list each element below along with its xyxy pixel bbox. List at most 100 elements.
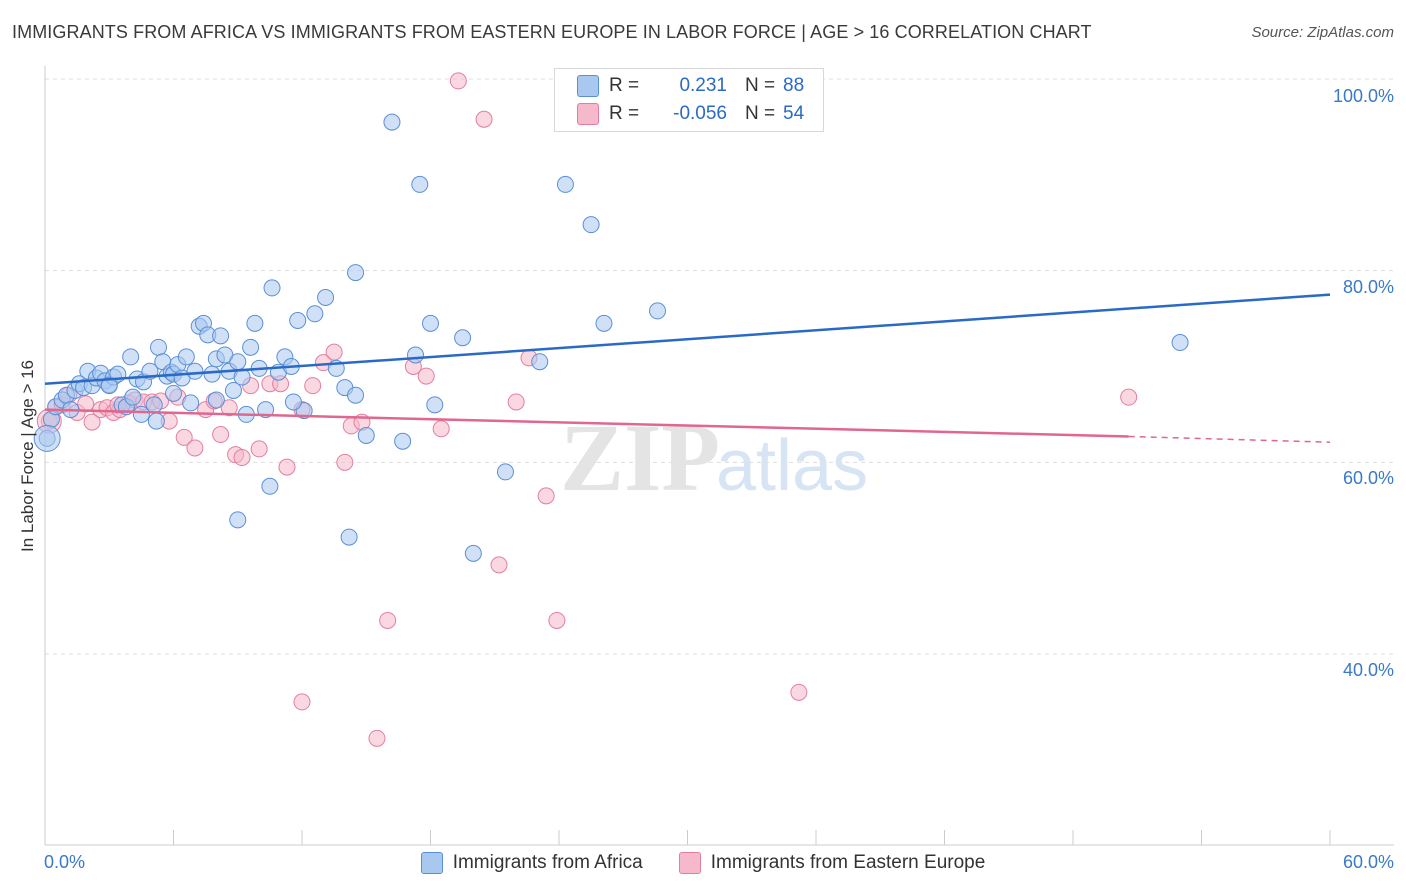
africa-point (203, 365, 221, 383)
africa-n-value: 88 (783, 75, 805, 96)
africa-point (1171, 334, 1189, 352)
africa-point (426, 396, 444, 414)
africa-point-large (33, 424, 61, 452)
stats-legend: R = 0.231 N = 88 R = -0.056 N = 54 (554, 68, 824, 132)
africa-point (242, 338, 260, 356)
watermark-zip: ZIP (560, 404, 720, 511)
africa-point (186, 362, 204, 380)
x-tick-max: 60.0% (1342, 852, 1394, 872)
africa-point (464, 544, 482, 562)
africa-point (145, 396, 163, 414)
y-tick-60: 60.0% (1342, 468, 1394, 488)
africa-point (340, 528, 358, 546)
ee-r-label: R = (609, 103, 640, 124)
y-axis-label: In Labor Force | Age > 16 (18, 359, 37, 553)
africa-point (347, 386, 365, 404)
africa-point (100, 377, 118, 395)
africa-point (394, 432, 412, 450)
ee-trend-line (44, 408, 1129, 438)
ee-point (432, 420, 450, 438)
series-africa (33, 113, 1189, 562)
ee-point (379, 611, 397, 629)
y-tick-80: 80.0% (1342, 277, 1394, 297)
legend-item-eastern-europe[interactable]: Immigrants from Eastern Europe (678, 852, 986, 874)
ee-point (790, 683, 808, 701)
africa-point (182, 394, 200, 412)
ee-point (325, 343, 343, 361)
africa-point (229, 511, 247, 529)
ee-point (368, 729, 386, 747)
chart-title: IMMIGRANTS FROM AFRICA VS IMMIGRANTS FRO… (12, 22, 1092, 42)
ee-point (336, 453, 354, 471)
ee-point (304, 377, 322, 395)
africa-point (150, 338, 168, 356)
africa-point (165, 384, 182, 402)
y-tick-100: 100.0% (1332, 86, 1394, 106)
africa-r-value: 0.231 (679, 75, 727, 96)
legend-row-eastern-europe: R = -0.056 N = 54 (577, 101, 804, 127)
legend-item-africa[interactable]: Immigrants from Africa (420, 852, 643, 874)
africa-point (261, 477, 279, 495)
legend-africa-swatch (420, 852, 443, 874)
ee-point (186, 439, 204, 457)
africa-point (422, 314, 439, 332)
africa-point (531, 353, 549, 371)
africa-point (147, 412, 165, 430)
ee-point (1120, 388, 1138, 406)
trend-lines (44, 293, 1331, 443)
ee-point (233, 449, 251, 467)
ee-point (175, 428, 193, 446)
africa-n-label: N = (745, 75, 776, 96)
ee-point (475, 110, 493, 128)
ee-point (220, 399, 238, 417)
ee-point (548, 611, 566, 629)
africa-point (454, 329, 472, 347)
y-tick-40: 40.0% (1342, 660, 1394, 680)
legend-ee-swatch (678, 852, 701, 874)
africa-point (289, 312, 307, 329)
africa-trend-line (44, 293, 1331, 385)
africa-point (124, 388, 142, 406)
series-legend: Immigrants from Africa Immigrants from E… (0, 852, 1406, 874)
africa-point (496, 463, 514, 481)
x-tick-min: 0.0% (44, 852, 86, 872)
africa-point (257, 401, 275, 419)
ee-point (417, 367, 435, 385)
ee-point (212, 426, 230, 444)
axes (44, 66, 1394, 846)
africa-point (212, 327, 230, 345)
africa-point (317, 289, 335, 306)
africa-point (595, 314, 613, 332)
africa-point (132, 405, 150, 423)
africa-point (347, 264, 365, 282)
africa-point (357, 427, 375, 444)
africa-point (411, 175, 429, 193)
legend-africa-label: Immigrants from Africa (452, 852, 643, 873)
ee-point (278, 458, 296, 476)
africa-point (306, 305, 324, 323)
ee-trend-extension (1128, 435, 1331, 443)
source-label: Source: ZipAtlas.com (1251, 24, 1394, 41)
legend-row-africa: R = 0.231 N = 88 (577, 73, 804, 99)
gridlines (45, 78, 1394, 655)
ee-point (293, 693, 311, 711)
africa-point (383, 113, 401, 131)
legend-ee-label: Immigrants from Eastern Europe (710, 852, 986, 873)
ee-n-label: N = (745, 103, 776, 124)
africa-point (246, 314, 264, 332)
africa-point (284, 393, 302, 411)
africa-point (263, 279, 281, 297)
ee-point (490, 556, 508, 574)
ee-n-value: 54 (783, 103, 805, 124)
africa-point (177, 348, 195, 366)
ee-point (83, 413, 101, 431)
africa-point (556, 175, 574, 193)
ee-point (537, 487, 555, 505)
ee-r-value: -0.056 (673, 103, 727, 124)
watermark-atlas: atlas (716, 426, 868, 506)
africa-point (207, 391, 225, 409)
ee-point (507, 393, 525, 411)
ee-point (250, 440, 268, 458)
africa-point (649, 302, 667, 320)
